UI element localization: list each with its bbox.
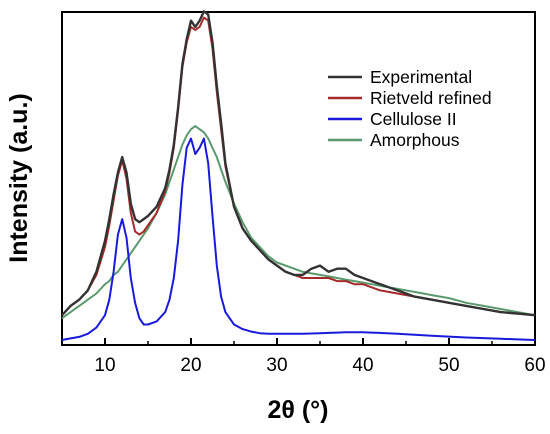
legend-label: Experimental — [370, 67, 472, 87]
series-line-cellulose-ii — [61, 137, 536, 341]
y-axis-label: Intensity (a.u.) — [5, 93, 33, 262]
x-axis-label: 2θ (°) — [267, 396, 328, 424]
x-tick-label: 40 — [352, 355, 373, 376]
x-tick-label: 10 — [94, 355, 115, 376]
plot-frame — [61, 11, 536, 346]
legend-label: Rietveld refined — [370, 88, 492, 108]
series-layer — [61, 10, 536, 341]
legend-label: Cellulose II — [370, 109, 457, 129]
x-tick-label: 60 — [524, 355, 545, 376]
x-tick-label: 20 — [180, 355, 201, 376]
legend-label: Amorphous — [370, 130, 460, 150]
x-tick-label: 30 — [266, 355, 287, 376]
series-line-amorphous — [61, 125, 536, 320]
x-tick-label: 50 — [438, 355, 459, 376]
x-ticks: 10 20 30 40 50 60 — [61, 338, 546, 376]
series-line-experimental — [61, 10, 536, 317]
